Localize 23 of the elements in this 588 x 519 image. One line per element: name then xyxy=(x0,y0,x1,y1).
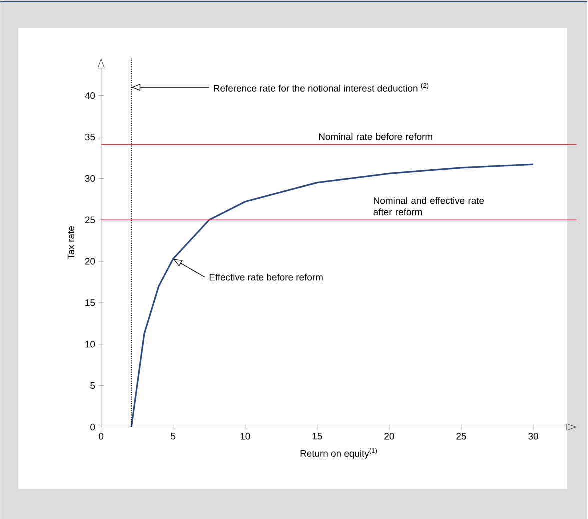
annotation: Effective rate before reform xyxy=(210,274,323,281)
y-tick-label: 5 xyxy=(90,382,96,390)
x-axis-title: Return on equity$^{(1)}$ xyxy=(300,448,378,459)
x-tick-label: 30 xyxy=(528,433,538,440)
x-tick-label: 0 xyxy=(99,433,104,440)
y-axis-title: Tax rate xyxy=(68,226,74,260)
x-tick-label: 25 xyxy=(456,433,466,440)
x-tick-label: 20 xyxy=(384,433,394,440)
y-tick-label: 10 xyxy=(86,341,96,348)
y-tick-label: 35 xyxy=(85,134,96,141)
x-tick-label: 10 xyxy=(240,433,250,440)
y-tick-label: 0 xyxy=(90,424,96,431)
y-tick-label: 20 xyxy=(85,258,96,265)
line-series xyxy=(130,164,534,428)
y-tick-label: 40 xyxy=(85,92,96,100)
ref-line-label: Reference rate for the notional interest deduction $^{(2)}$ xyxy=(214,83,429,92)
y-tick-label: 25 xyxy=(85,216,96,224)
y-tick-label: 30 xyxy=(85,175,96,182)
ref-line-label: Nominal rate before reform xyxy=(319,133,432,140)
x-tick-label: 15 xyxy=(312,433,322,440)
y-tick-label: 15 xyxy=(86,300,96,306)
ref-line-label: Nominal and effective rate after reform xyxy=(374,197,484,216)
x-tick-label: 5 xyxy=(171,433,176,440)
